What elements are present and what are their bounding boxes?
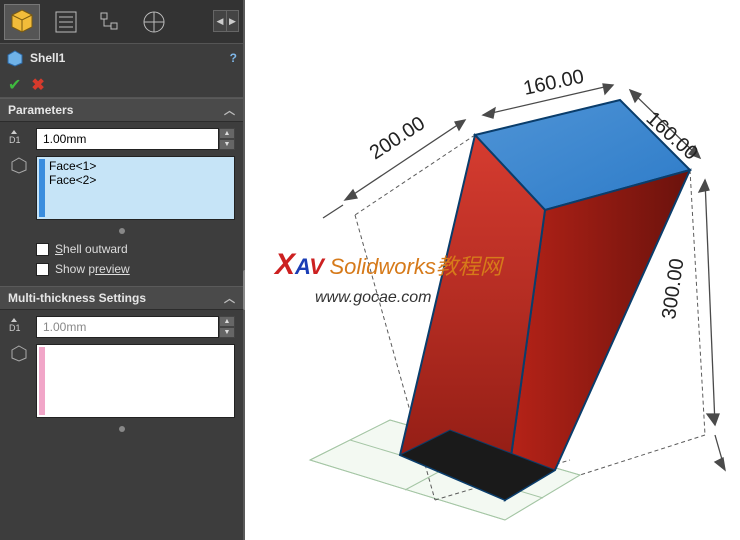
feature-title-row: Shell1 ? (0, 44, 243, 72)
face-select-icon (8, 344, 30, 362)
multi-thickness-row: D1 ▲ ▼ (8, 316, 235, 338)
selection-bar (39, 347, 45, 415)
help-button[interactable]: ? (230, 51, 237, 65)
selection-bar (39, 159, 45, 217)
multi-thickness-spinner[interactable]: ▲ ▼ (36, 316, 235, 338)
ok-button[interactable]: ✔ (8, 75, 21, 95)
thickness-input[interactable] (36, 128, 219, 150)
shell-outward-row[interactable]: Shell outward (36, 242, 235, 256)
solid-body (400, 100, 690, 500)
tree-icon (97, 9, 123, 35)
multi-faces-row (8, 344, 235, 418)
thickness-spinner[interactable]: ▲ ▼ (36, 128, 235, 150)
tab-next[interactable]: ▶ (226, 11, 238, 31)
parameters-header[interactable]: Parameters ︿ (0, 98, 243, 122)
app-root: ◀ ▶ Shell1 ? ✔ ✖ Parameters ︿ D1 (0, 0, 740, 540)
model-canvas: 200.00 160.00 160.00 300.00 (245, 0, 740, 540)
thickness-down[interactable]: ▼ (219, 139, 235, 150)
thickness-row: D1 ▲ ▼ (8, 128, 235, 150)
svg-text:D1: D1 (9, 323, 21, 333)
multi-thickness-up[interactable]: ▲ (219, 316, 235, 327)
tab-view[interactable] (136, 4, 172, 40)
dimension-icon: D1 (8, 130, 30, 148)
dim-200: 200.00 (366, 112, 429, 164)
show-preview-label: Show preview (55, 262, 130, 276)
shell-outward-checkbox[interactable] (36, 243, 49, 256)
tab-tree[interactable] (92, 4, 128, 40)
dim-300: 300.00 (658, 257, 688, 321)
list-resize-handle[interactable] (8, 226, 235, 236)
action-row: ✔ ✖ (0, 72, 243, 98)
tab-feature[interactable] (4, 4, 40, 40)
face-select-icon (8, 156, 30, 174)
multi-body: D1 ▲ ▼ (0, 310, 243, 444)
shell-outward-label: Shell outward (55, 242, 128, 256)
chevron-up-icon: ︿ (224, 102, 235, 118)
thickness-up[interactable]: ▲ (219, 128, 235, 139)
chevron-up-icon: ︿ (224, 290, 235, 306)
cancel-button[interactable]: ✖ (31, 75, 44, 95)
list-icon (53, 9, 79, 35)
list-resize-handle[interactable] (8, 424, 235, 434)
tab-prev[interactable]: ◀ (214, 11, 226, 31)
svg-text:D1: D1 (9, 135, 21, 145)
property-panel: ◀ ▶ Shell1 ? ✔ ✖ Parameters ︿ D1 (0, 0, 245, 540)
tab-pager: ◀ ▶ (213, 10, 239, 32)
dimension-icon: D1 (8, 318, 30, 336)
dim-160a: 160.00 (521, 66, 585, 100)
show-preview-checkbox[interactable] (36, 263, 49, 276)
multi-title: Multi-thickness Settings (8, 291, 146, 305)
feature-cube-icon (8, 8, 36, 36)
multi-faces-listbox[interactable] (36, 344, 235, 418)
show-preview-row[interactable]: Show preview (36, 262, 235, 276)
feature-name: Shell1 (30, 51, 65, 65)
viewport[interactable]: 200.00 160.00 160.00 300.00 XAV Solidwor… (245, 0, 740, 540)
multi-header[interactable]: Multi-thickness Settings ︿ (0, 286, 243, 310)
parameters-title: Parameters (8, 103, 73, 117)
panel-tabs: ◀ ▶ (0, 0, 243, 44)
parameters-body: D1 ▲ ▼ Face<1> Fac (0, 122, 243, 286)
face-item[interactable]: Face<1> (49, 159, 96, 173)
face-item[interactable]: Face<2> (49, 173, 96, 187)
shell-icon (6, 49, 24, 67)
faces-row: Face<1> Face<2> (8, 156, 235, 220)
multi-thickness-down[interactable]: ▼ (219, 327, 235, 338)
compass-icon (141, 9, 167, 35)
tab-list[interactable] (48, 4, 84, 40)
faces-listbox[interactable]: Face<1> Face<2> (36, 156, 235, 220)
multi-thickness-input[interactable] (36, 316, 219, 338)
